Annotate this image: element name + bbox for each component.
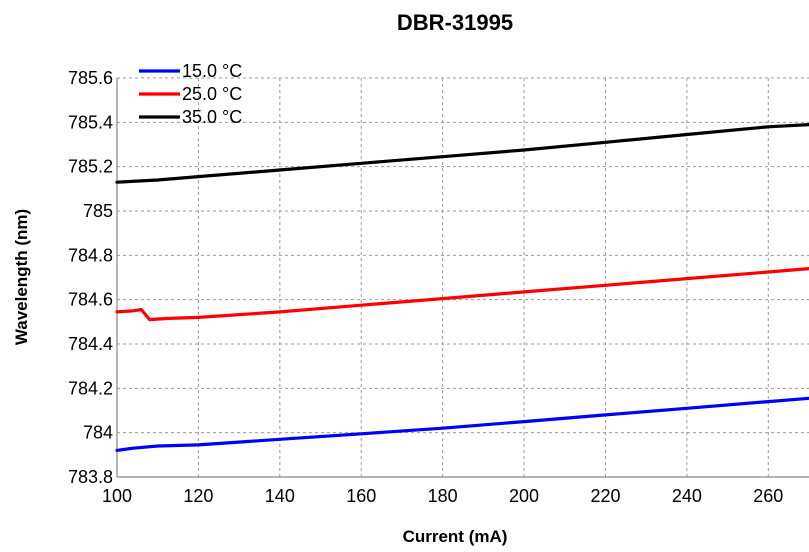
series-line-1: [115, 396, 809, 452]
series-line-3: [115, 122, 809, 184]
x-tick-label: 180: [428, 486, 458, 506]
gridlines: [116, 77, 809, 478]
chart-title: DBR-31995: [397, 10, 513, 35]
x-tick-label: 260: [753, 486, 783, 506]
y-tick-label: 785.6: [68, 68, 113, 88]
y-tick-label: 785.2: [68, 157, 113, 177]
x-tick-label: 240: [672, 486, 702, 506]
series-line-2: [115, 267, 809, 322]
y-tick-label: 785.4: [68, 112, 113, 132]
x-axis-label: Current (mA): [403, 527, 508, 546]
y-tick-label: 784.4: [68, 334, 113, 354]
legend-label: 15.0 °C: [182, 61, 242, 81]
x-tick-label: 100: [102, 486, 132, 506]
y-tick-label: 784: [83, 423, 113, 443]
y-axis-label: Wavelength (nm): [12, 209, 31, 345]
y-tick-label: 784.2: [68, 378, 113, 398]
x-tick-label: 220: [590, 486, 620, 506]
axes: [116, 78, 809, 478]
x-tick-label: 140: [265, 486, 295, 506]
series-lines: [115, 122, 809, 452]
x-tick-label: 120: [183, 486, 213, 506]
x-tick-label: 160: [346, 486, 376, 506]
legend-label: 25.0 °C: [182, 84, 242, 104]
y-tick-label: 784.8: [68, 245, 113, 265]
y-tick-label: 783.8: [68, 467, 113, 487]
legend-label: 35.0 °C: [182, 107, 242, 127]
y-tick-labels: 785.6 785.4 785.2 785 784.8 784.6 784.4 784.2 78…: [68, 68, 113, 487]
y-tick-label: 784.6: [68, 290, 113, 310]
x-tick-labels: 100 120 140 160 180 200 220 240 260: [102, 486, 783, 506]
legend: 15.0 °C 25.0 °C 35.0 °C: [139, 61, 242, 127]
x-tick-label: 200: [509, 486, 539, 506]
y-tick-label: 785: [83, 201, 113, 221]
